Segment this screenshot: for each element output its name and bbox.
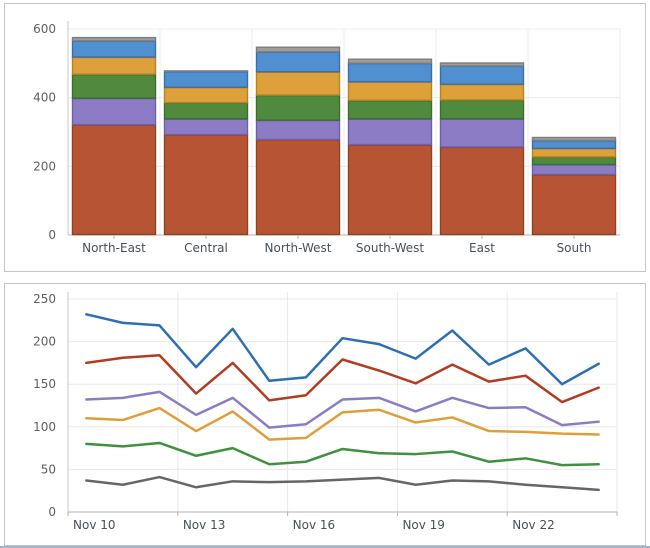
line-series-blue[interactable]: [85, 313, 600, 386]
stacked-bar-chart-canvas[interactable]: 0 200 400 600 North-East Central North-West Sou…: [5, 4, 645, 270]
y-axis-tick-label: 400: [33, 91, 56, 105]
bar-segment-rust[interactable]: [71, 124, 157, 236]
line-series-orange[interactable]: [85, 406, 600, 441]
bar-segment-purple[interactable]: [439, 118, 525, 148]
bar-segment-green[interactable]: [439, 99, 525, 120]
bar-segment-orange[interactable]: [255, 71, 341, 96]
bar-segment-blue[interactable]: [347, 62, 433, 83]
bar-segment-orange[interactable]: [531, 148, 617, 158]
bar-segment-gray[interactable]: [439, 62, 525, 67]
line-chart-panel: 0 50 100 150 200 250 Nov 10 Nov 13 Nov 16 Nov 19 N…: [4, 283, 646, 546]
category-label: Central: [184, 241, 228, 255]
bar-segment-orange[interactable]: [71, 56, 157, 75]
bar-segment-rust[interactable]: [531, 174, 617, 236]
category-label: East: [469, 241, 495, 255]
bar-segment-gray[interactable]: [531, 136, 617, 142]
bar-segment-orange[interactable]: [163, 87, 249, 104]
line-series-purple[interactable]: [85, 390, 600, 429]
y-axis-tick-label: 200: [33, 159, 56, 173]
bar-segment-green[interactable]: [531, 156, 617, 166]
bar-segment-green[interactable]: [255, 94, 341, 121]
x-axis-tick-label: Nov 13: [183, 518, 226, 532]
x-axis-tick-label: Nov 16: [293, 518, 336, 532]
bar-segment-purple[interactable]: [71, 97, 157, 126]
bar-segment-green[interactable]: [71, 73, 157, 99]
bar-segment-blue[interactable]: [163, 71, 249, 88]
bar-segment-blue[interactable]: [439, 65, 525, 85]
y-axis-tick-label: 0: [48, 228, 56, 242]
bar-segment-rust[interactable]: [163, 134, 249, 236]
bar-segment-orange[interactable]: [347, 81, 433, 101]
y-axis-tick-label: 250: [33, 292, 56, 306]
category-label: North-East: [82, 241, 146, 255]
bar-segment-purple[interactable]: [163, 118, 249, 136]
bar-segment-gray[interactable]: [71, 36, 157, 42]
y-axis-tick-label: 600: [33, 22, 56, 36]
bar-segment-gray[interactable]: [347, 58, 433, 64]
y-axis-tick-label: 100: [33, 420, 56, 434]
y-axis-tick-label: 0: [48, 505, 56, 519]
line-series-gray[interactable]: [85, 475, 600, 492]
bar-segment-purple[interactable]: [347, 118, 433, 146]
line-chart-canvas[interactable]: 0 50 100 150 200 250 Nov 10 Nov 13 Nov 16 Nov 19 N…: [5, 284, 645, 544]
x-axis-tick-label: Nov 22: [512, 518, 555, 532]
bar-segment-rust[interactable]: [255, 139, 341, 236]
x-axis-tick-label: Nov 19: [402, 518, 445, 532]
category-label: North-West: [265, 241, 332, 255]
category-label: South: [557, 241, 592, 255]
category-label: South-West: [356, 241, 425, 255]
bar-segment-orange[interactable]: [439, 83, 525, 101]
bar-segment-blue[interactable]: [71, 40, 157, 58]
line-series-green[interactable]: [85, 441, 600, 467]
line-series-red[interactable]: [85, 353, 600, 404]
y-axis-tick-label: 50: [41, 462, 56, 476]
stacked-bar-chart-panel: 0 200 400 600 North-East Central North-West Sou…: [4, 3, 646, 272]
y-axis-tick-label: 150: [33, 377, 56, 391]
bar-segment-rust[interactable]: [439, 146, 525, 236]
bar-segment-blue[interactable]: [255, 51, 341, 73]
bar-segment-green[interactable]: [163, 102, 249, 120]
y-axis-tick-label: 200: [33, 335, 56, 349]
bar-segment-purple[interactable]: [531, 164, 617, 176]
bar-segment-green[interactable]: [347, 100, 433, 120]
window-bottom-edge: [0, 546, 650, 548]
bar-segment-gray[interactable]: [255, 46, 341, 53]
bar-segment-blue[interactable]: [531, 140, 617, 150]
bar-segment-rust[interactable]: [347, 144, 433, 236]
bar-segment-purple[interactable]: [255, 119, 341, 141]
bar-segment-gray[interactable]: [163, 70, 249, 73]
x-axis-tick-label: Nov 10: [73, 518, 116, 532]
